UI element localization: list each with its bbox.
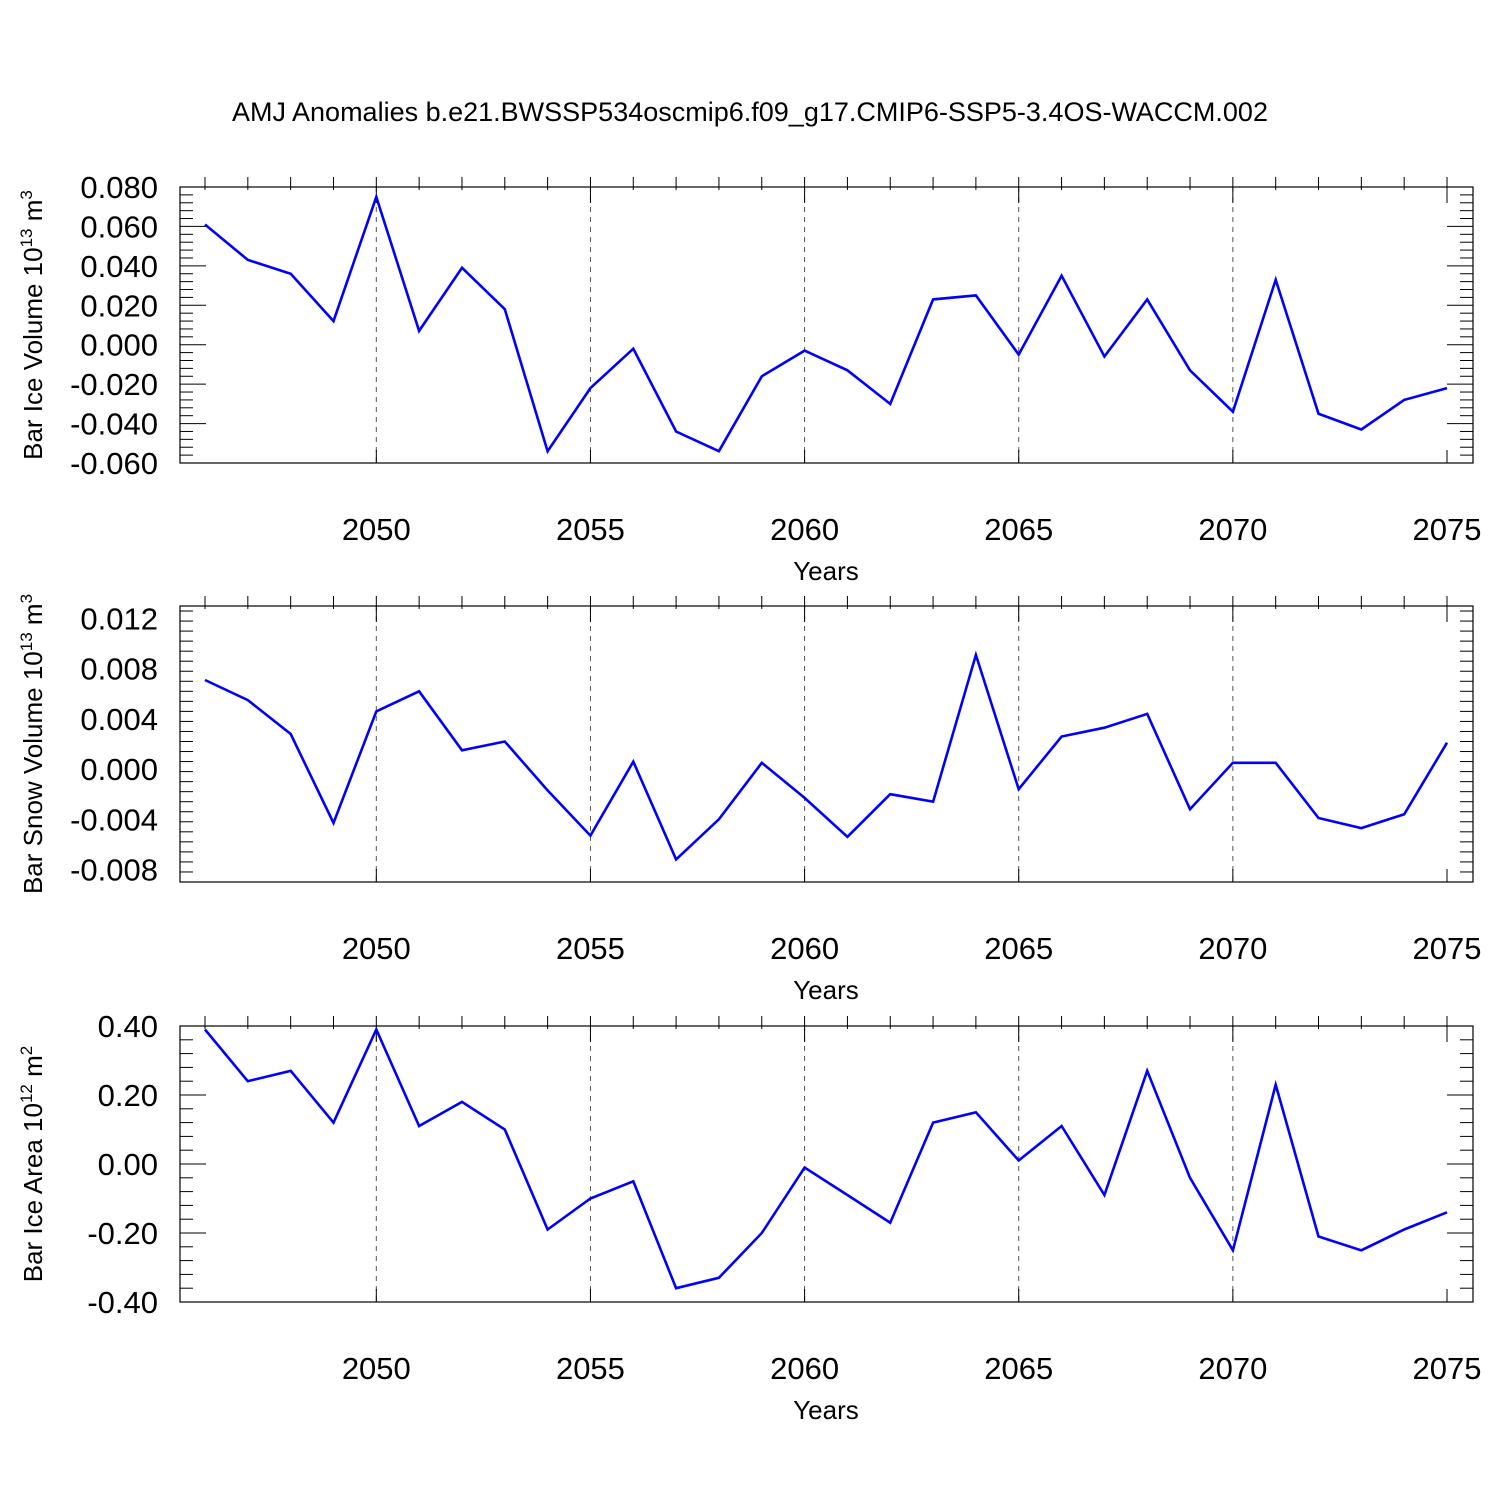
x-tick-label: 2065 xyxy=(984,512,1053,547)
y-axis-label: Bar Ice Area 1012 m2 xyxy=(17,1046,48,1283)
y-tick-label: 0.080 xyxy=(80,170,158,205)
x-tick-label: 2070 xyxy=(1198,512,1267,547)
x-tick-label: 2060 xyxy=(770,1351,839,1386)
y-tick-label: 0.060 xyxy=(80,209,158,244)
y-tick-label: 0.020 xyxy=(80,288,158,323)
series-line xyxy=(204,650,1449,862)
x-tick-label: 2055 xyxy=(556,1351,625,1386)
x-axis-label: Years xyxy=(793,1395,859,1425)
x-tick-label: 2065 xyxy=(984,1351,1053,1386)
y-tick-label: -0.060 xyxy=(70,446,158,481)
y-tick-label: 0.000 xyxy=(80,328,158,363)
y-tick-label: -0.040 xyxy=(70,407,158,442)
y-tick-label: 0.00 xyxy=(98,1147,158,1182)
plot-frame xyxy=(179,186,1474,464)
x-tick-label: 2070 xyxy=(1198,931,1267,966)
y-tick-label: 0.20 xyxy=(98,1078,158,1113)
x-tick-label: 2055 xyxy=(556,512,625,547)
series-line xyxy=(203,1026,1448,1290)
y-tick-label: 0.000 xyxy=(80,752,158,787)
panel-3: -0.40 -0.20 0.00 0.20 0.40 2050 2055 2060 2065 20… xyxy=(17,1009,1481,1425)
y-axis-label: Bar Snow Volume 1013 m3 xyxy=(17,594,48,894)
x-tick-label: 2075 xyxy=(1413,1351,1482,1386)
y-tick-label: 0.040 xyxy=(80,249,158,284)
x-tick-label: 2070 xyxy=(1198,1351,1267,1386)
y-axis-label: Bar Ice Volume 1013 m3 xyxy=(17,190,48,460)
x-tick-label: 2060 xyxy=(770,931,839,966)
x-axis-label: Years xyxy=(793,975,859,1005)
figure-title: AMJ Anomalies b.e21.BWSSP534oscmip6.f09_… xyxy=(232,97,1268,127)
x-tick-label: 2050 xyxy=(342,1351,411,1386)
panel-1: -0.060 -0.040 -0.020 0.000 0.020 0.040 0.060 0.… xyxy=(17,170,1481,586)
series-line xyxy=(204,192,1448,455)
y-tick-label: -0.004 xyxy=(70,802,158,837)
y-tick-label: -0.020 xyxy=(70,367,158,402)
y-tick-label: 0.40 xyxy=(98,1009,158,1044)
y-tick-label: 0.008 xyxy=(80,652,158,687)
x-tick-label: 2055 xyxy=(556,931,625,966)
y-tick-label: 0.012 xyxy=(80,602,158,637)
x-tick-label: 2060 xyxy=(770,512,839,547)
plot-frame xyxy=(179,605,1474,883)
x-axis-label: Years xyxy=(793,556,859,586)
y-tick-label: -0.008 xyxy=(70,852,158,887)
x-tick-label: 2075 xyxy=(1413,931,1482,966)
y-tick-label: -0.20 xyxy=(87,1216,158,1251)
y-tick-label: -0.40 xyxy=(87,1285,158,1320)
x-tick-label: 2075 xyxy=(1413,512,1482,547)
y-tick-label: 0.004 xyxy=(80,702,158,737)
x-tick-label: 2050 xyxy=(342,512,411,547)
plot-frame xyxy=(179,1025,1474,1303)
x-tick-label: 2065 xyxy=(984,931,1053,966)
panel-2: -0.008 -0.004 0.000 0.004 0.008 0.012 2050 2055… xyxy=(17,594,1481,1005)
x-tick-label: 2050 xyxy=(342,931,411,966)
